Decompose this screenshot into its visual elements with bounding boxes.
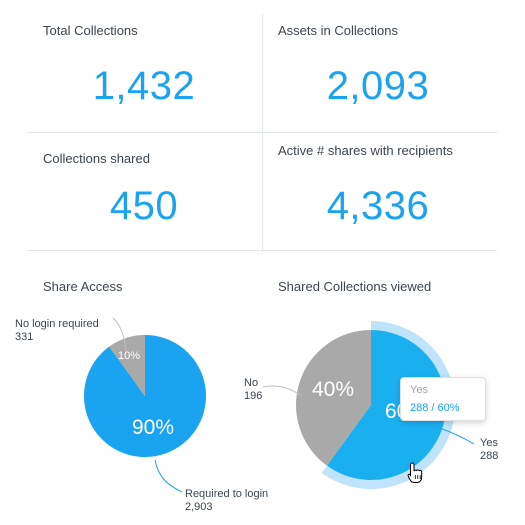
- slice-percent-required-login: 90%: [132, 416, 175, 439]
- tooltip-title: Yes: [410, 384, 428, 396]
- leader-line-yes: [433, 425, 475, 445]
- leader-line-no: [262, 385, 303, 397]
- slice-percent-no: 40%: [312, 378, 355, 401]
- grid-divider-vertical: [262, 14, 263, 252]
- slice-label-no-count: 196: [244, 390, 263, 402]
- slice-label-no-name: No: [244, 377, 259, 389]
- stat-value-active-shares: 4,336: [326, 184, 430, 228]
- pie-slice-required-login[interactable]: [83, 335, 206, 457]
- slice-percent-no-login: 10%: [118, 350, 141, 362]
- stat-label-assets-in-collections: Assets in Collections: [278, 23, 398, 38]
- slice-label-no-login-count: 331: [15, 331, 34, 343]
- stat-value-collections-shared: 450: [109, 184, 179, 228]
- grid-divider-bottom: [27, 250, 497, 251]
- slice-label-yes-name: Yes: [480, 437, 498, 449]
- stat-value-assets-in-collections: 2,093: [326, 64, 430, 108]
- stat-label-collections-shared: Collections shared: [43, 151, 150, 166]
- pie-slice-yes-hover-ring: [321, 321, 456, 490]
- shared-collections-viewed-pie: [296, 321, 456, 490]
- pie-slice-no-login[interactable]: [109, 335, 145, 396]
- slice-label-yes-count: 288: [480, 450, 499, 462]
- grid-divider-horizontal: [27, 132, 497, 133]
- tooltip-value: 288 / 60%: [410, 402, 460, 414]
- leader-line-required-login: [154, 459, 183, 493]
- slice-label-required-login-name: Required to login: [185, 488, 269, 500]
- pie-tooltip: Yes 288 / 60%: [400, 377, 486, 421]
- stat-label-total-collections: Total Collections: [43, 23, 138, 38]
- slice-label-no-login-name: No login required: [15, 318, 99, 330]
- share-access-title: Share Access: [43, 279, 123, 294]
- slice-label-required-login-count: 2,903: [185, 501, 213, 513]
- shared-collections-viewed-title: Shared Collections viewed: [278, 279, 432, 294]
- stat-value-total-collections: 1,432: [92, 64, 196, 108]
- leader-line-no-login: [112, 317, 127, 353]
- share-access-pie: [83, 335, 206, 457]
- pie-slice-yes[interactable]: [326, 330, 446, 481]
- stat-label-active-shares: Active # shares with recipients: [278, 143, 453, 158]
- pie-slice-no[interactable]: [296, 330, 371, 466]
